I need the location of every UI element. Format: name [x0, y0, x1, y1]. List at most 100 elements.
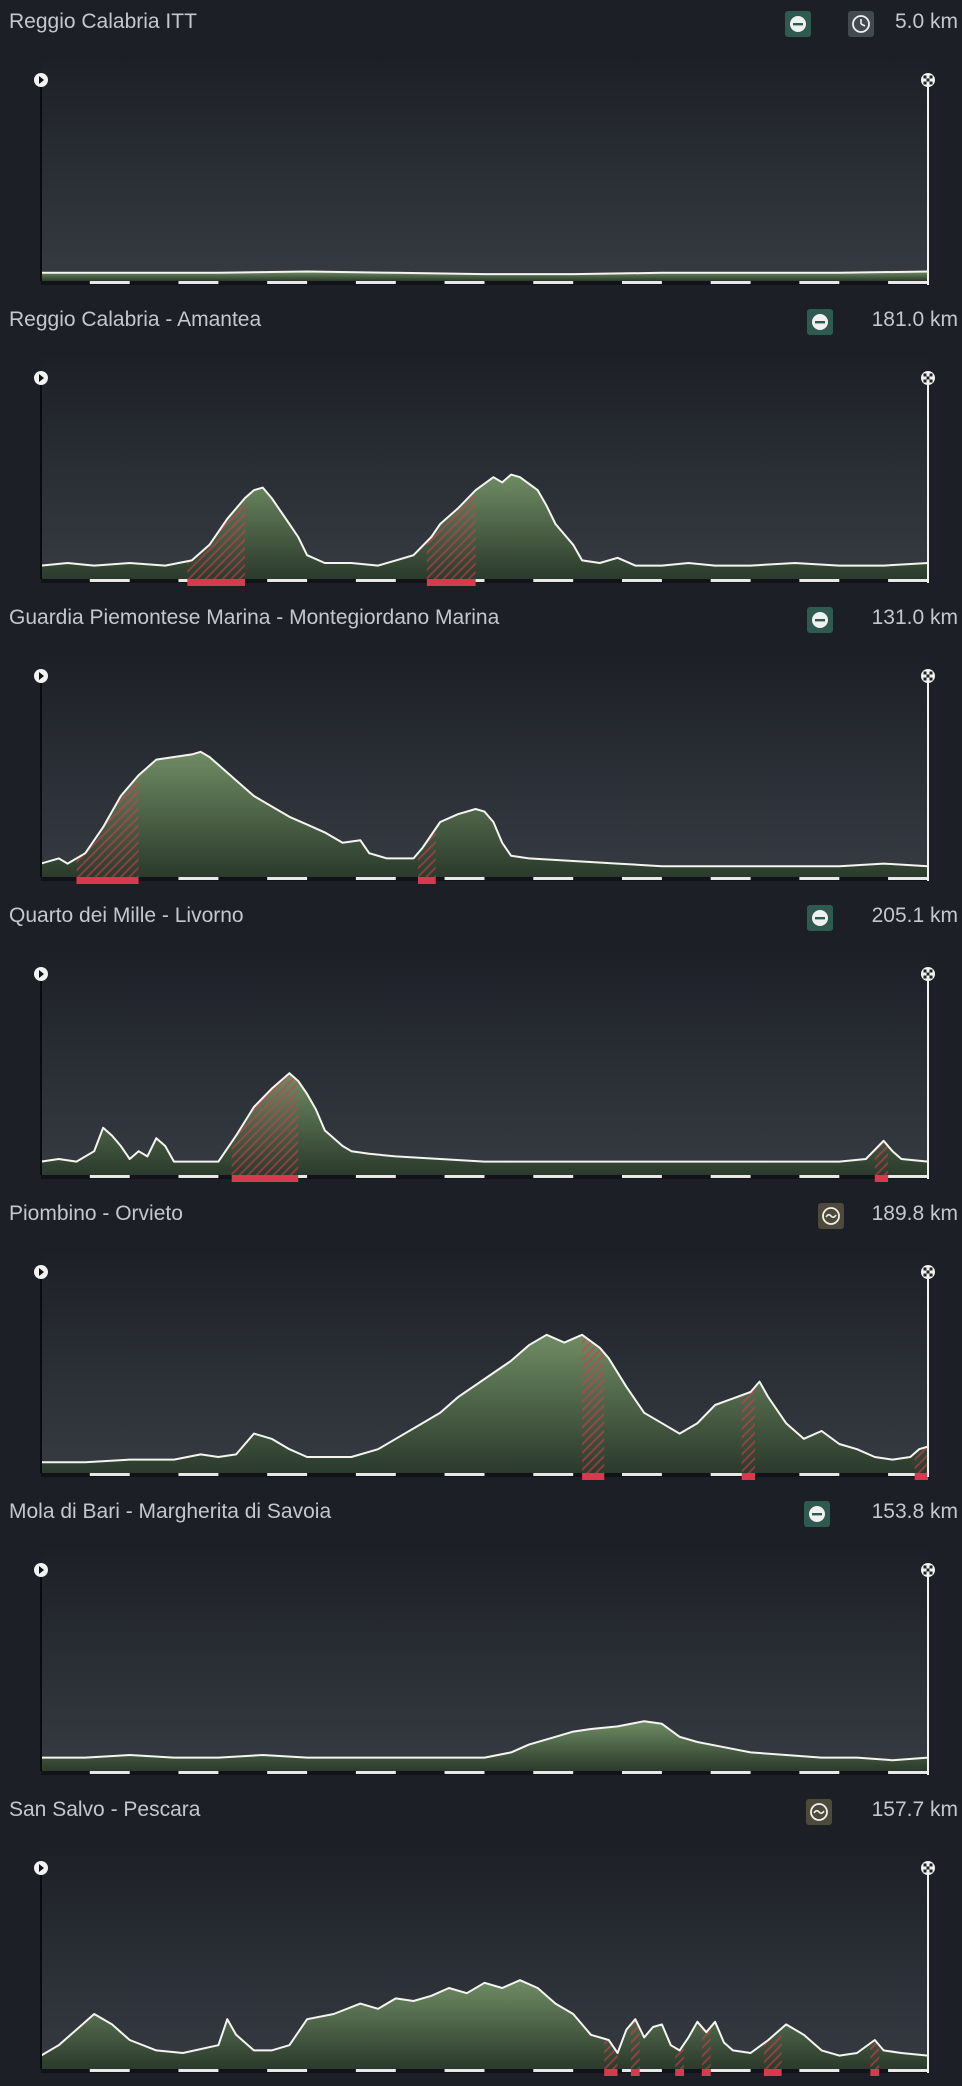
km-dash: [89, 1175, 130, 1178]
finish-flag-icon[interactable]: [921, 1861, 935, 1875]
finish-flag-icon[interactable]: [921, 1265, 935, 1279]
finish-flag-icon[interactable]: [921, 669, 935, 683]
km-dash: [355, 2069, 396, 2072]
climb-bar[interactable]: [426, 579, 476, 586]
start-marker-icon[interactable]: [34, 371, 48, 385]
elevation-profile[interactable]: [0, 938, 962, 1192]
stage-distance: 153.8 km: [871, 1500, 958, 1523]
elevation-profile[interactable]: [0, 1534, 962, 1788]
elevation-profile[interactable]: [0, 1832, 962, 2086]
finish-flag-icon[interactable]: [921, 1563, 935, 1577]
km-dash: [444, 877, 485, 880]
climb-bar[interactable]: [231, 1175, 299, 1182]
km-dash: [888, 1771, 928, 1774]
stage-title[interactable]: Mola di Bari - Margherita di Savoia: [9, 1500, 332, 1523]
climb-bar[interactable]: [701, 2069, 711, 2076]
terrain-area: [41, 1721, 928, 1771]
stage-card[interactable]: Piombino - Orvieto 189.8 km: [0, 1192, 962, 1490]
elevation-profile[interactable]: [0, 1236, 962, 1490]
climb-bar[interactable]: [741, 1473, 756, 1480]
stage-header: San Salvo - Pescara 157.7 km: [0, 1788, 962, 1832]
km-dash: [799, 1771, 840, 1774]
elevation-profile[interactable]: [0, 44, 962, 298]
climb-bar[interactable]: [870, 2069, 880, 2076]
km-dash: [178, 877, 219, 880]
profile-outline: [40, 1979, 929, 2057]
terrain-area: [41, 1334, 928, 1473]
climb-bar[interactable]: [76, 877, 139, 884]
stage-title[interactable]: San Salvo - Pescara: [9, 1798, 201, 1821]
finish-flag-icon[interactable]: [921, 967, 935, 981]
km-dash: [799, 1473, 840, 1476]
climb-bar[interactable]: [874, 1175, 889, 1182]
stage-card[interactable]: San Salvo - Pescara 157.7 km: [0, 1788, 962, 2086]
climb-bar[interactable]: [604, 2069, 618, 2076]
km-dash: [533, 877, 574, 880]
profile-background: [41, 54, 928, 281]
finish-flag-icon[interactable]: [921, 371, 935, 385]
km-dash: [888, 1473, 928, 1476]
stage-card[interactable]: Reggio Calabria - Amantea 181.0 km: [0, 298, 962, 596]
stage-title[interactable]: Reggio Calabria - Amantea: [9, 308, 262, 331]
hilly-stage-icon: [806, 1799, 832, 1825]
elevation-profile[interactable]: [0, 640, 962, 894]
km-dash: [355, 1771, 396, 1774]
start-marker-icon[interactable]: [34, 967, 48, 981]
km-dash: [621, 1473, 662, 1476]
km-dash: [444, 1771, 485, 1774]
profile-background: [41, 948, 928, 1175]
km-dash: [888, 1175, 928, 1178]
km-dash: [267, 579, 308, 582]
stage-card[interactable]: Reggio Calabria ITT 5.0 km: [0, 0, 962, 298]
start-marker-icon[interactable]: [34, 1861, 48, 1875]
km-dash: [888, 281, 928, 284]
start-marker-icon[interactable]: [34, 73, 48, 87]
start-marker-icon[interactable]: [34, 669, 48, 683]
climb-bar[interactable]: [675, 2069, 685, 2076]
km-dash: [533, 2069, 574, 2072]
km-dash: [621, 281, 662, 284]
stopwatch-icon: [848, 11, 874, 37]
elevation-chart: [34, 650, 935, 884]
climb-bar[interactable]: [763, 2069, 782, 2076]
flat-stage-icon: [807, 607, 833, 633]
climb-bar[interactable]: [630, 2069, 640, 2076]
km-dash: [621, 1175, 662, 1178]
stage-card[interactable]: Guardia Piemontese Marina - Montegiordan…: [0, 596, 962, 894]
km-dash: [888, 579, 928, 582]
finish-flag-icon[interactable]: [921, 73, 935, 87]
km-dash: [178, 2069, 219, 2072]
elevation-chart: [34, 54, 935, 285]
start-marker-icon[interactable]: [34, 1563, 48, 1577]
elevation-chart: [34, 352, 935, 586]
start-marker-icon[interactable]: [34, 1265, 48, 1279]
climb-bar[interactable]: [417, 877, 436, 884]
km-dash: [267, 1771, 308, 1774]
stage-header: Quarto dei Mille - Livorno 205.1 km: [0, 894, 962, 938]
stage-distance: 157.7 km: [871, 1798, 958, 1821]
stage-title[interactable]: Reggio Calabria ITT: [9, 10, 197, 33]
climb-bar[interactable]: [914, 1473, 928, 1480]
km-dash: [444, 281, 485, 284]
km-dash: [533, 281, 574, 284]
elevation-profile[interactable]: [0, 342, 962, 596]
km-dash: [355, 1473, 396, 1476]
km-dash: [178, 1473, 219, 1476]
stage-card[interactable]: Quarto dei Mille - Livorno 205.1 km: [0, 894, 962, 1192]
km-dash: [178, 1175, 219, 1178]
stage-header: Reggio Calabria ITT 5.0 km: [0, 0, 962, 44]
profile-outline: [40, 473, 929, 567]
km-dash: [799, 2069, 840, 2072]
flat-stage-icon: [804, 1501, 830, 1527]
stage-header: Piombino - Orvieto 189.8 km: [0, 1192, 962, 1236]
stage-title[interactable]: Quarto dei Mille - Livorno: [9, 904, 244, 927]
elevation-chart: [34, 1246, 935, 1480]
climb-bar[interactable]: [187, 579, 246, 586]
km-dash: [888, 877, 928, 880]
stage-title[interactable]: Guardia Piemontese Marina - Montegiordan…: [9, 606, 500, 629]
km-dash: [355, 281, 396, 284]
flat-stage-icon: [807, 905, 833, 931]
climb-bar[interactable]: [582, 1473, 605, 1480]
stage-card[interactable]: Mola di Bari - Margherita di Savoia 153.…: [0, 1490, 962, 1788]
stage-title[interactable]: Piombino - Orvieto: [9, 1202, 183, 1225]
